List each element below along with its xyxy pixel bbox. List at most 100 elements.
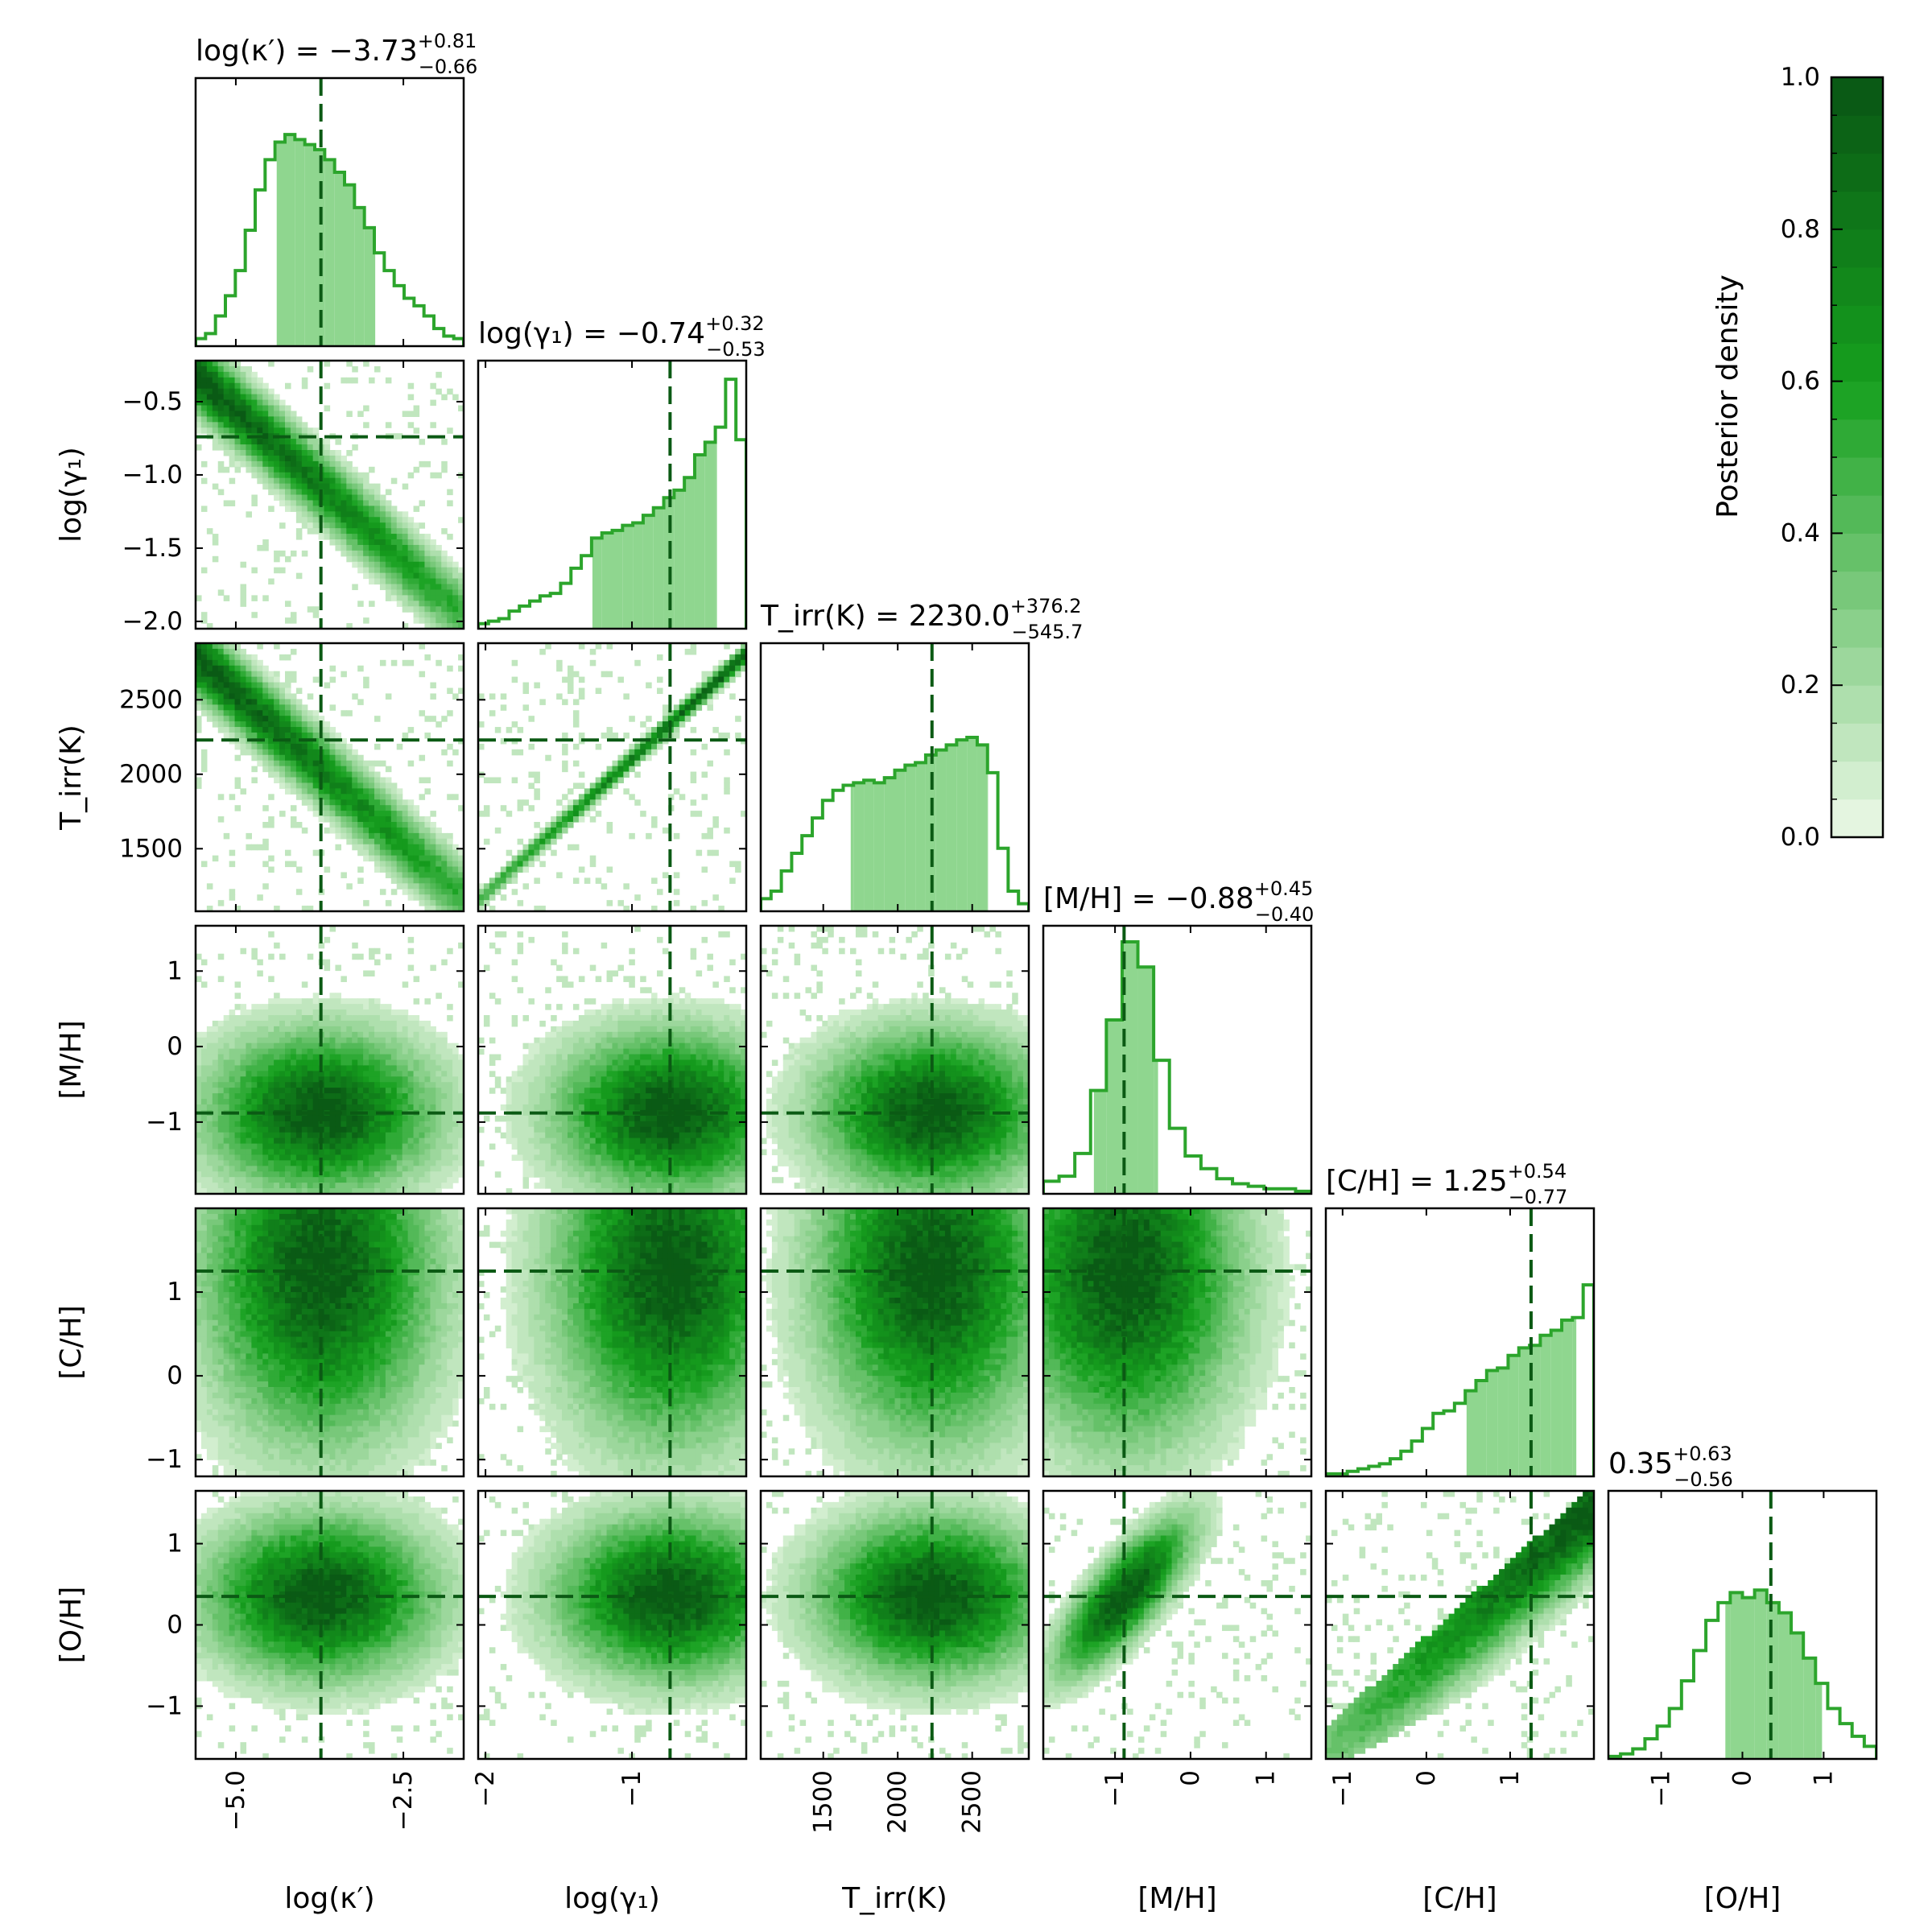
density-cell bbox=[385, 794, 392, 800]
density-cell bbox=[673, 788, 680, 795]
density-cell bbox=[246, 1020, 252, 1027]
density-cell bbox=[357, 483, 364, 490]
density-cell bbox=[545, 1137, 551, 1145]
density-cell bbox=[612, 782, 619, 789]
density-cell bbox=[539, 1115, 546, 1122]
density-cell bbox=[419, 1059, 426, 1067]
density-cell bbox=[324, 1104, 331, 1111]
density-cell bbox=[262, 382, 269, 390]
density-cell bbox=[251, 1137, 258, 1145]
density-cell bbox=[301, 506, 308, 512]
density-cell bbox=[419, 794, 426, 800]
density-cell bbox=[651, 906, 658, 911]
density-cell bbox=[402, 832, 409, 840]
density-cell bbox=[312, 1143, 320, 1150]
density-cell bbox=[458, 584, 464, 591]
density-cell bbox=[511, 872, 518, 878]
density-cell bbox=[312, 1188, 320, 1194]
density-cell bbox=[274, 455, 280, 462]
density-cell bbox=[634, 1088, 641, 1094]
density-cell bbox=[528, 1042, 535, 1050]
density-cell bbox=[447, 1183, 453, 1189]
density-cell bbox=[390, 1115, 398, 1122]
density-cell bbox=[200, 1065, 208, 1071]
density-cell bbox=[251, 460, 258, 468]
density-cell bbox=[511, 1104, 518, 1111]
density-cell bbox=[223, 365, 230, 373]
density-cell bbox=[385, 1004, 392, 1010]
density-cell bbox=[329, 749, 336, 756]
density-cell bbox=[229, 439, 236, 445]
density-cell bbox=[301, 794, 308, 800]
density-cell bbox=[307, 1115, 314, 1122]
density-cell bbox=[402, 849, 409, 857]
density-cell bbox=[369, 1026, 375, 1033]
density-cell bbox=[430, 601, 436, 607]
density-cell bbox=[634, 1188, 641, 1194]
density-cell bbox=[430, 1065, 436, 1071]
density-cell bbox=[352, 517, 358, 523]
density-cell bbox=[268, 1088, 275, 1094]
density-cell bbox=[285, 494, 291, 502]
density-cell bbox=[268, 754, 275, 762]
density-cell bbox=[290, 1026, 297, 1033]
density-cell bbox=[335, 788, 341, 795]
density-cell bbox=[212, 377, 219, 384]
density-cell bbox=[662, 827, 669, 834]
density-cell bbox=[240, 427, 247, 434]
density-cell bbox=[606, 643, 613, 650]
density-cell bbox=[640, 1037, 646, 1044]
density-cell bbox=[307, 1154, 314, 1161]
density-cell bbox=[595, 1166, 602, 1172]
density-cell bbox=[413, 822, 420, 828]
density-cell bbox=[307, 427, 314, 434]
density-cell bbox=[212, 1143, 219, 1150]
density-cell bbox=[701, 832, 708, 840]
density-cell bbox=[301, 1166, 308, 1172]
density-cell bbox=[262, 1048, 269, 1055]
density-cell bbox=[374, 1088, 381, 1094]
density-cell bbox=[295, 771, 303, 778]
density-cell bbox=[385, 506, 392, 512]
density-cell bbox=[396, 1071, 403, 1077]
density-cell bbox=[413, 1048, 420, 1055]
density-cell bbox=[458, 1115, 464, 1122]
density-cell bbox=[257, 1020, 263, 1027]
density-cell bbox=[274, 1093, 280, 1100]
density-cell bbox=[352, 466, 358, 473]
density-cell bbox=[584, 1054, 591, 1061]
density-cell bbox=[217, 1109, 225, 1117]
density-cell bbox=[335, 743, 341, 750]
density-cell bbox=[407, 589, 415, 596]
density-cell bbox=[402, 1054, 409, 1061]
density-cell bbox=[246, 382, 252, 390]
density-cell bbox=[229, 727, 236, 733]
density-cell bbox=[556, 1115, 563, 1122]
density-cell bbox=[363, 855, 369, 862]
density-cell bbox=[623, 1109, 630, 1117]
density-cell bbox=[707, 827, 713, 834]
density-cell bbox=[363, 1115, 369, 1122]
density-cell bbox=[690, 771, 697, 778]
density-cell bbox=[441, 844, 448, 851]
density-cell bbox=[385, 872, 392, 878]
density-cell bbox=[229, 676, 236, 683]
density-cell bbox=[712, 671, 719, 678]
density-cell bbox=[295, 721, 303, 728]
density-cell bbox=[568, 1088, 574, 1094]
density-cell bbox=[572, 1059, 580, 1067]
density-cell bbox=[196, 1048, 202, 1055]
density-cell bbox=[712, 687, 719, 695]
density-cell bbox=[341, 1048, 347, 1055]
density-cell bbox=[251, 377, 258, 384]
density-cell bbox=[341, 1026, 347, 1033]
density-cell bbox=[274, 399, 280, 407]
density-cell bbox=[341, 1149, 347, 1156]
density-cell bbox=[234, 1143, 242, 1150]
density-cell bbox=[324, 1037, 331, 1044]
hist-ci-fill bbox=[354, 207, 365, 346]
density-cell bbox=[240, 399, 247, 407]
density-cell bbox=[640, 1065, 646, 1071]
density-cell bbox=[223, 1166, 230, 1172]
density-cell bbox=[369, 771, 375, 778]
